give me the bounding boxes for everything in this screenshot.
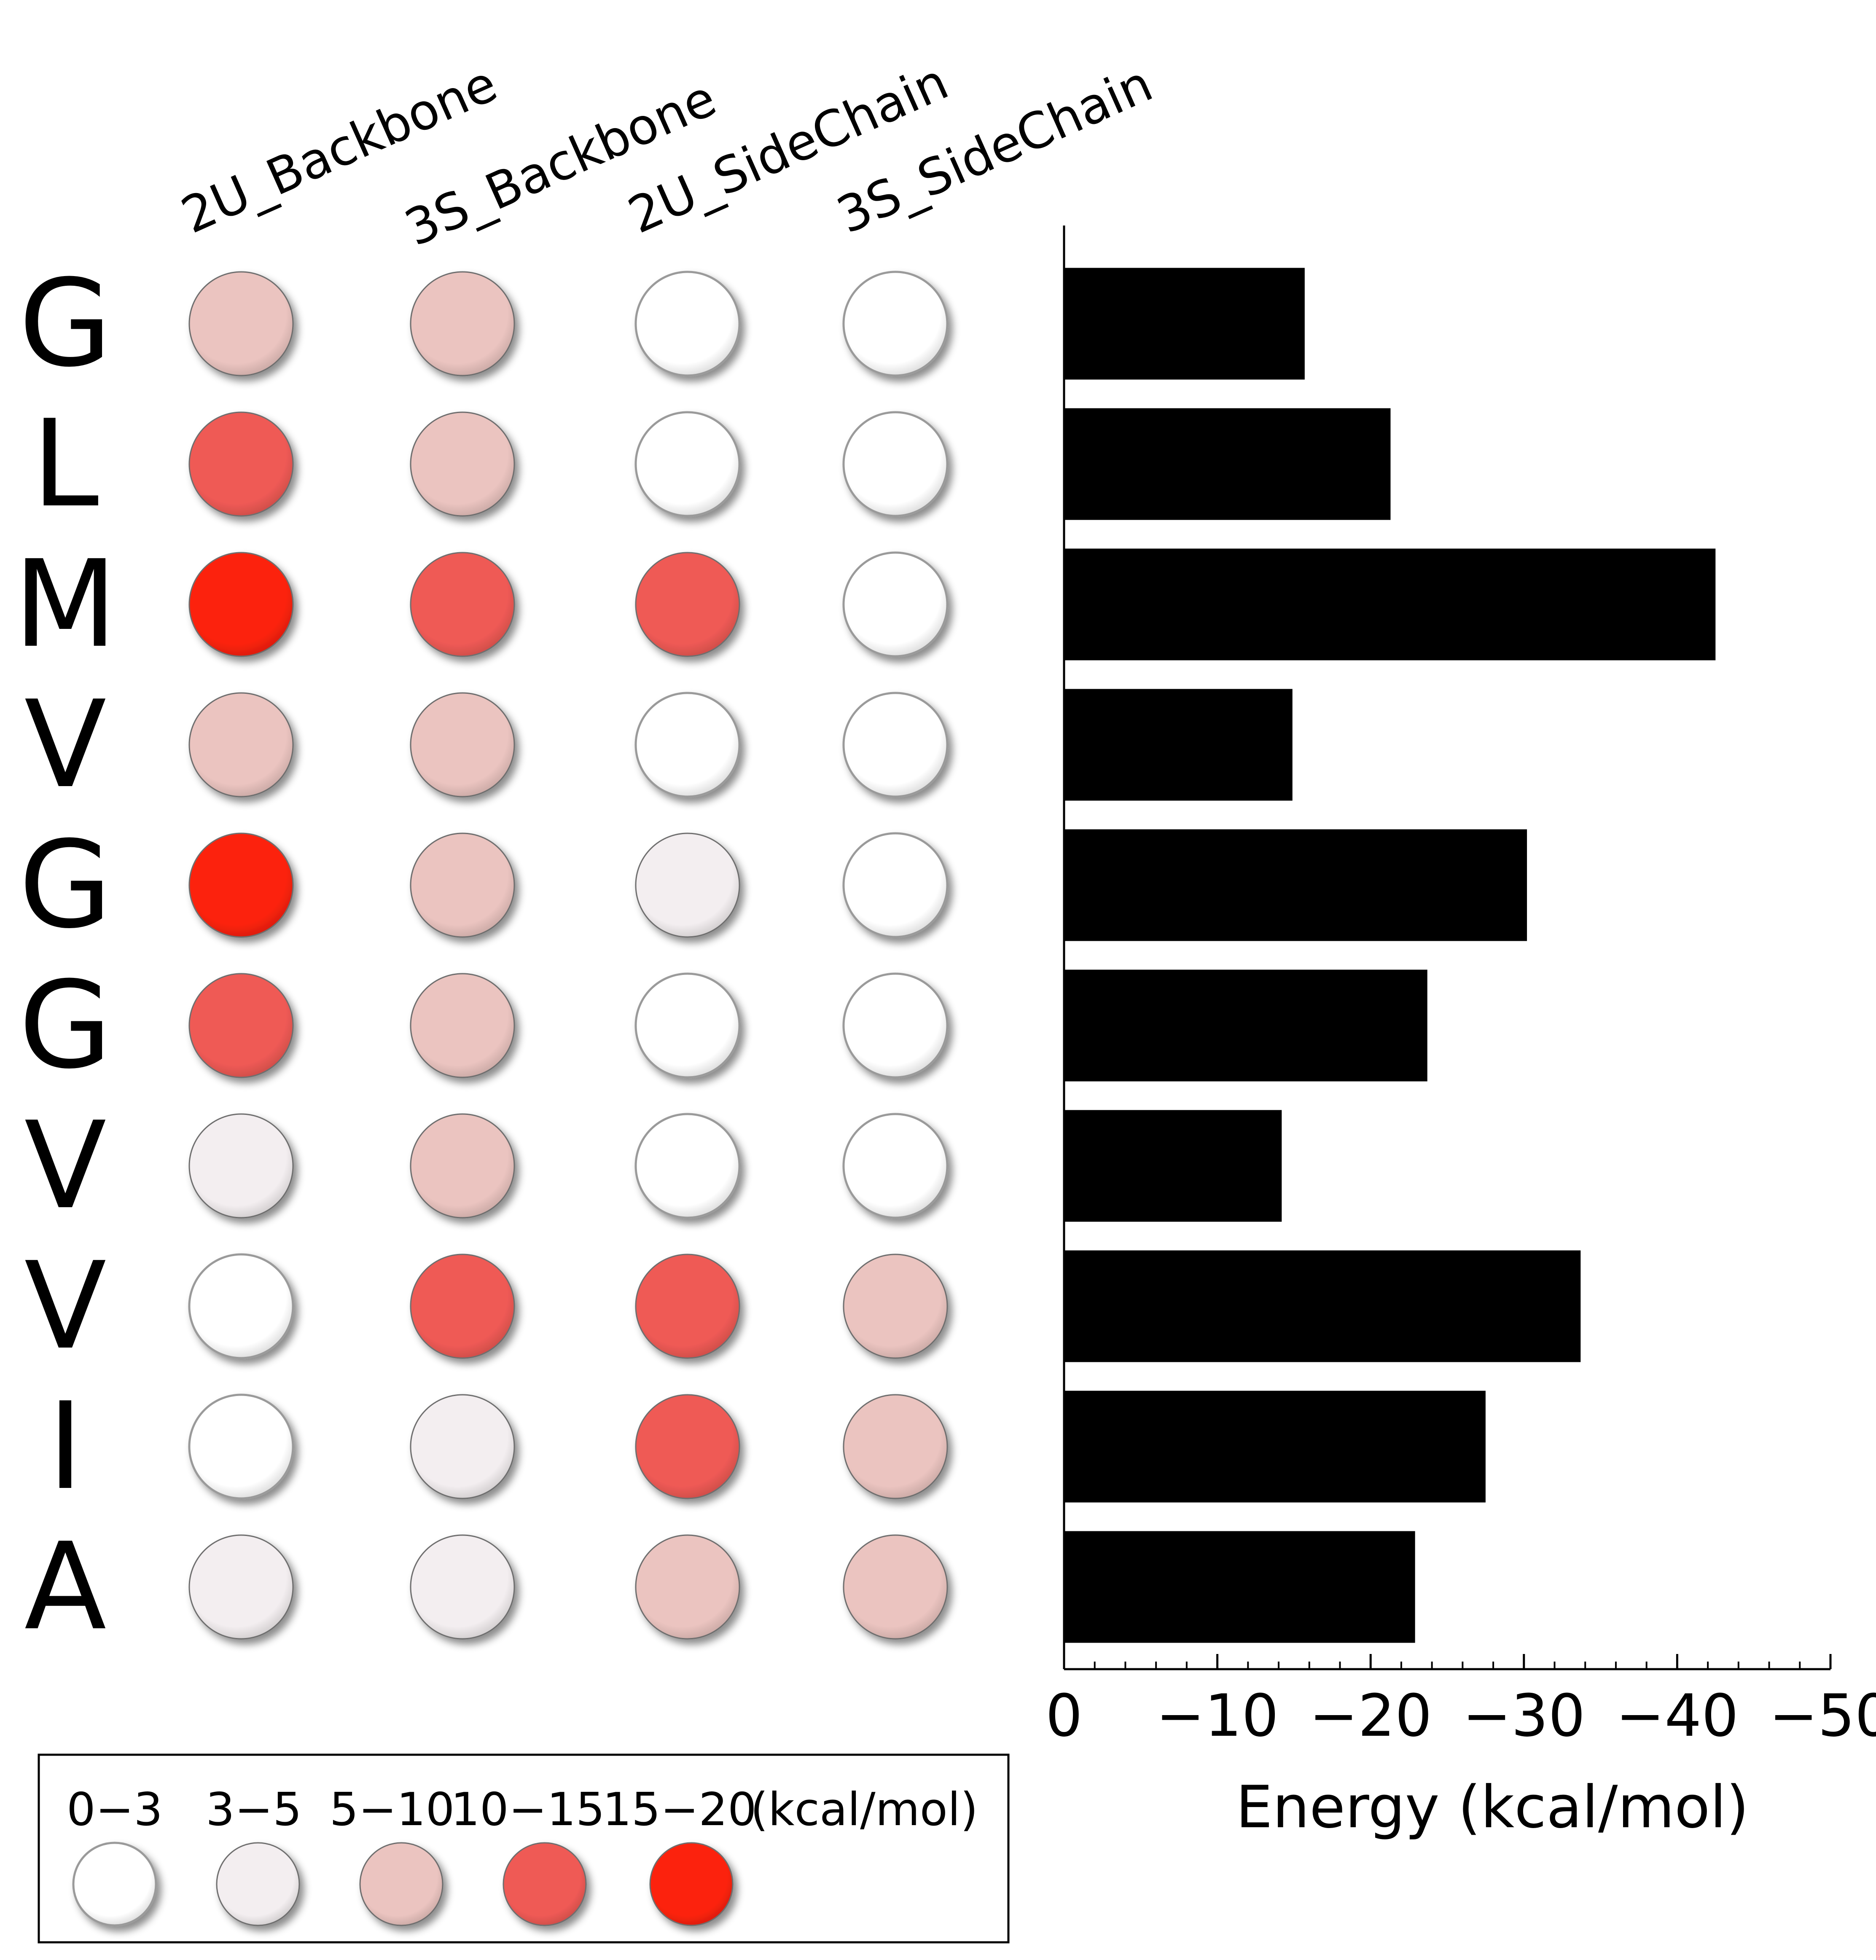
heatmap-cell xyxy=(635,552,740,657)
heatmap-cell xyxy=(188,271,294,376)
heatmap-cell xyxy=(634,271,741,377)
heatmap-cell xyxy=(188,1393,294,1500)
heatmap-cell xyxy=(634,1113,741,1219)
x-tick-label: −30 xyxy=(1462,1682,1585,1750)
heatmap-cell xyxy=(843,1534,948,1640)
heatmap-cell xyxy=(410,1113,515,1219)
heatmap-cell xyxy=(410,1534,515,1640)
residue-label: G xyxy=(19,254,112,394)
energy-bar xyxy=(1064,1250,1581,1362)
energy-bar xyxy=(1064,689,1293,801)
legend-swatch xyxy=(503,1842,587,1926)
energy-bar xyxy=(1064,548,1716,660)
heatmap-cell xyxy=(842,1113,949,1219)
x-tick-label: −20 xyxy=(1309,1682,1432,1750)
x-tick-label: −50 xyxy=(1769,1682,1876,1750)
column-headers: 2U_Backbone3S_Backbone2U_SideChain3S_Sid… xyxy=(173,52,1161,258)
x-tick-label: −40 xyxy=(1616,1682,1739,1750)
heatmap-cell xyxy=(410,411,515,517)
legend-unit: (kcal/mol) xyxy=(750,1783,978,1836)
residue-label: A xyxy=(24,1517,107,1657)
legend-swatch xyxy=(649,1842,734,1926)
heatmap-cell xyxy=(410,1254,515,1359)
residue-label: L xyxy=(32,394,99,534)
x-tick-label: −10 xyxy=(1156,1682,1279,1750)
legend-label: 10−15 xyxy=(451,1783,605,1836)
heatmap-cell xyxy=(410,271,515,376)
heatmap-cell xyxy=(188,1253,294,1359)
residue-label: V xyxy=(24,675,107,815)
energy-bar xyxy=(1064,829,1527,941)
heatmap-cell xyxy=(410,973,515,1078)
heatmap-cell xyxy=(842,411,949,517)
residue-label: V xyxy=(24,1096,107,1236)
residue-label: V xyxy=(24,1236,107,1376)
heatmap-cell xyxy=(410,832,515,938)
heatmap-cell xyxy=(410,692,515,797)
legend-swatch xyxy=(216,1842,300,1926)
heatmap-cell xyxy=(188,973,294,1078)
heatmap-cell xyxy=(634,411,741,517)
heatmap-cell xyxy=(635,832,740,938)
heatmap-cell xyxy=(188,1534,294,1640)
heatmap-cell xyxy=(188,832,294,938)
heatmap-cell xyxy=(188,552,294,657)
heatmap-cell xyxy=(635,1534,740,1640)
heatmap-cell xyxy=(410,1394,515,1499)
heatmap-cell xyxy=(635,1254,740,1359)
heatmap-cell xyxy=(634,692,741,798)
heatmap-cell xyxy=(188,411,294,517)
heatmap-cell xyxy=(842,271,949,377)
energy-bar xyxy=(1064,1531,1415,1643)
heatmap-cell xyxy=(842,692,949,798)
energy-bars xyxy=(1064,268,1716,1643)
legend-label: 3−5 xyxy=(206,1783,302,1836)
heatmap-cell xyxy=(843,1254,948,1359)
heatmap-cell xyxy=(842,972,949,1079)
heatmap-cell xyxy=(634,972,741,1079)
heatmap-cell xyxy=(188,692,294,797)
residue-label: G xyxy=(19,956,112,1095)
legend-swatch xyxy=(72,1842,157,1927)
legend-label: 0−3 xyxy=(67,1783,163,1836)
legend-label: 5−10 xyxy=(330,1783,455,1836)
heatmap-cell xyxy=(188,1113,294,1219)
x-axis-title: Energy (kcal/mol) xyxy=(1236,1773,1749,1841)
heatmap-circles xyxy=(188,271,949,1640)
x-tick-label: 0 xyxy=(1046,1682,1083,1750)
residue-label: I xyxy=(48,1377,83,1517)
heatmap-cell xyxy=(635,1394,740,1499)
energy-bar xyxy=(1064,969,1427,1082)
energy-bar xyxy=(1064,268,1305,380)
heatmap-cell xyxy=(842,551,949,658)
residue-label: M xyxy=(13,534,117,674)
heatmap-cell xyxy=(843,1394,948,1499)
energy-bar xyxy=(1064,1110,1282,1222)
heatmap-cell xyxy=(842,832,949,938)
energy-bar xyxy=(1064,408,1391,520)
legend-swatch xyxy=(359,1842,443,1926)
bar-axes: 0 −10 −20 −30 −40 −50 Energy (kcal/mol) xyxy=(1046,226,1876,1841)
legend-label: 15−20 xyxy=(602,1783,756,1836)
residue-label: G xyxy=(19,815,112,955)
energy-bar xyxy=(1064,1391,1486,1503)
heatmap-cell xyxy=(410,552,515,657)
